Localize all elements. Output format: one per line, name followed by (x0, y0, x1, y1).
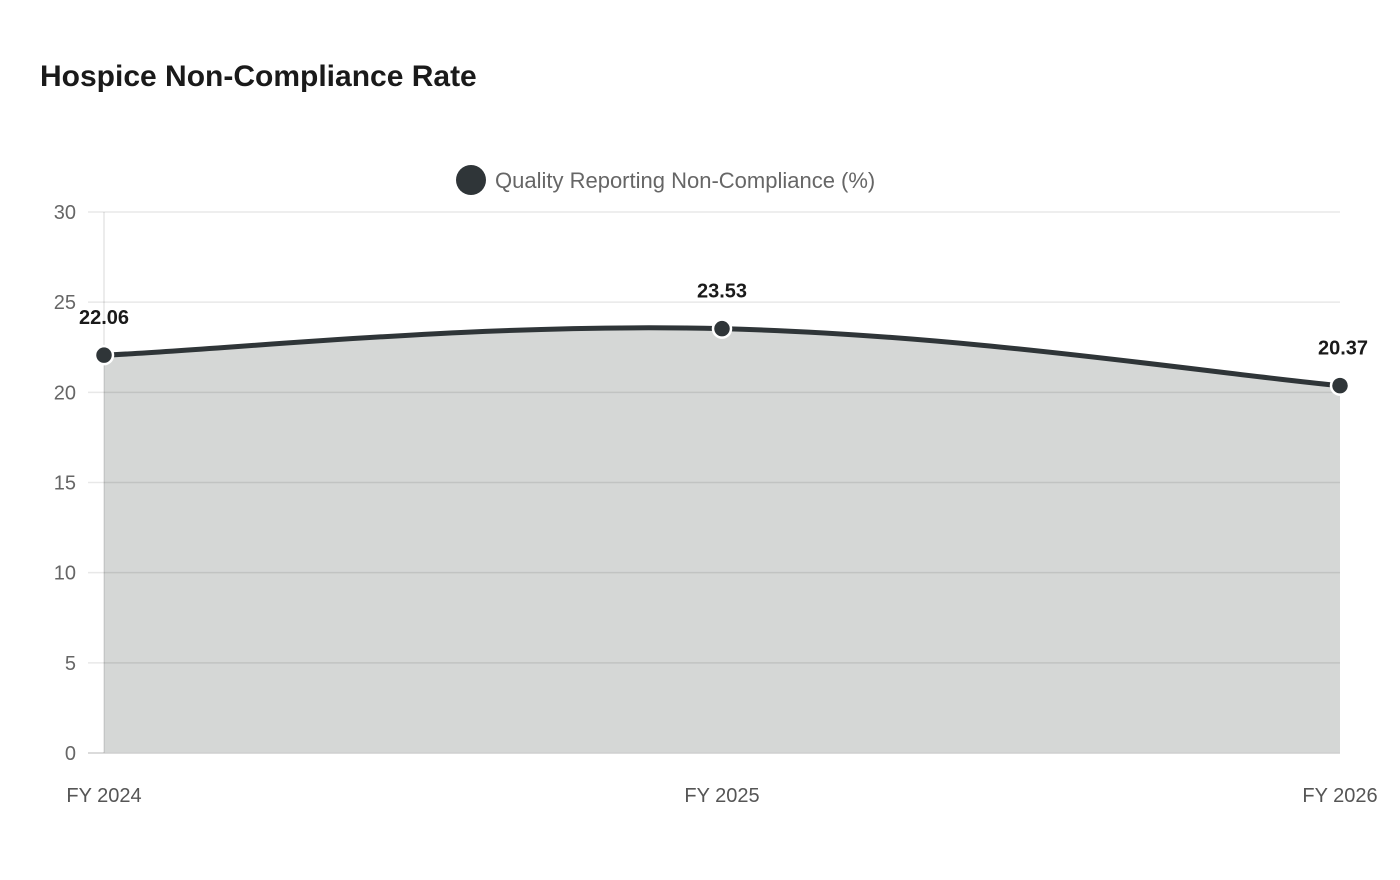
y-tick-label: 20 (54, 382, 76, 404)
y-tick-label: 0 (65, 743, 76, 765)
chart-title: Hospice Non-Compliance Rate (40, 60, 477, 93)
data-point (93, 344, 115, 366)
legend-marker (456, 165, 486, 195)
data-label: 23.53 (697, 281, 747, 303)
legend-label: Quality Reporting Non-Compliance (%) (495, 168, 875, 193)
x-tick-label: FY 2025 (684, 785, 759, 807)
data-label: 22.06 (79, 307, 129, 329)
y-tick-label: 10 (54, 563, 76, 585)
y-tick-label: 5 (65, 653, 76, 675)
data-point (1329, 375, 1351, 396)
x-tick-label: FY 2026 (1302, 785, 1377, 807)
area-fill (104, 327, 1340, 753)
data-label: 20.37 (1318, 338, 1368, 360)
x-tick-label: FY 2024 (66, 785, 141, 807)
y-tick-label: 30 (54, 202, 76, 224)
y-tick-label: 25 (54, 292, 76, 314)
y-tick-label: 15 (54, 473, 76, 495)
data-point (711, 318, 733, 339)
